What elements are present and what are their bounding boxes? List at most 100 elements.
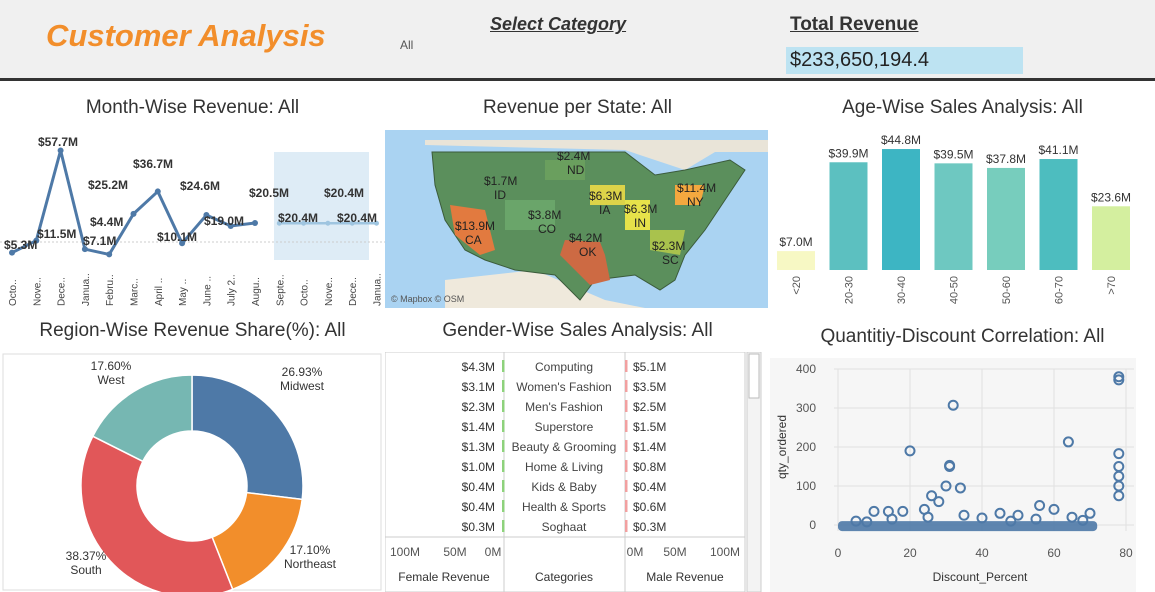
female-bar xyxy=(502,380,505,392)
map-state-co[interactable] xyxy=(505,200,555,230)
male-bar xyxy=(625,440,628,452)
age-bar xyxy=(1092,206,1130,270)
age-tick-label: 40-50 xyxy=(949,276,961,304)
age-sales-title: Age-Wise Sales Analysis: All xyxy=(842,97,1083,118)
data-point xyxy=(374,220,379,226)
male-axis-tick: 0M xyxy=(627,545,644,559)
age-bar xyxy=(882,149,920,270)
x-tick-label: July 2.. xyxy=(227,274,238,306)
data-point xyxy=(154,188,161,195)
data-point xyxy=(325,220,331,226)
map-state-sc[interactable] xyxy=(650,230,685,255)
female-value-label: $0.4M xyxy=(462,500,495,514)
male-bar xyxy=(625,420,628,432)
region-pct-label: 38.37% xyxy=(66,549,107,563)
map-state-ny[interactable] xyxy=(675,185,705,205)
male-bar xyxy=(625,500,628,512)
scatter-point xyxy=(904,445,916,457)
x-tick-label: 20 xyxy=(903,546,917,560)
age-sales-chart: $7.0M <20 $39.9M 20-30 $44.8M 30-40 $39.5M 40-5… xyxy=(777,133,1131,304)
gender-sales-title: Gender-Wise Sales Analysis: All xyxy=(442,320,713,341)
scatter-point xyxy=(897,505,909,517)
data-point xyxy=(179,240,186,247)
gender-scrollbar-thumb xyxy=(748,353,760,399)
region-slice xyxy=(91,374,193,463)
map-state-in[interactable] xyxy=(625,200,650,230)
scatter-point xyxy=(947,399,959,411)
category-label: Superstore xyxy=(535,420,594,434)
age-tick-label: 60-70 xyxy=(1054,276,1066,304)
data-label: $10.1M xyxy=(157,230,197,244)
data-label: $25.2M xyxy=(88,178,128,192)
male-bar xyxy=(625,360,628,372)
map-state-nd[interactable] xyxy=(545,160,585,180)
map-state-ia[interactable] xyxy=(590,185,625,205)
male-bar xyxy=(625,520,628,532)
female-value-label: $1.0M xyxy=(462,460,495,474)
region-name-label: West xyxy=(97,373,125,387)
category-label: Men's Fashion xyxy=(525,400,603,414)
category-filter-value[interactable]: All xyxy=(400,38,414,52)
x-tick-label: Febru.. xyxy=(105,274,116,306)
scatter-point xyxy=(861,516,873,528)
female-axis-tick: 100M xyxy=(390,545,420,559)
x-tick-label: Octo.. xyxy=(8,279,19,306)
age-bar-label: $41.1M xyxy=(1038,143,1078,157)
male-axis-tick: 50M xyxy=(663,545,686,559)
male-bar xyxy=(625,380,628,392)
data-point xyxy=(252,220,258,227)
male-value-label: $5.1M xyxy=(633,360,666,374)
map-state-label: ND xyxy=(567,163,585,177)
region-share-title: Region-Wise Revenue Share(%): All xyxy=(39,320,346,341)
quantity-discount-scatter: 0 100 200 300 400 0 20 40 60 80 Discount_Percent qt… xyxy=(770,358,1136,592)
data-point xyxy=(9,249,15,256)
category-label: Kids & Baby xyxy=(531,480,596,494)
age-tick-label: >70 xyxy=(1106,276,1118,295)
total-revenue-value: $233,650,194.4 xyxy=(786,47,1023,74)
age-tick-label: 20-30 xyxy=(844,276,856,304)
map-usa xyxy=(431,151,746,301)
map-value-label: $3.8M xyxy=(528,208,561,222)
scatter-point xyxy=(1030,513,1042,525)
region-pct-label: 17.60% xyxy=(91,359,132,373)
age-bar xyxy=(987,167,1025,270)
age-bar-label: $23.6M xyxy=(1091,190,1131,204)
scatter-point xyxy=(994,507,1006,519)
x-axis-title: Discount_Percent xyxy=(933,570,1028,584)
map-state-tx[interactable] xyxy=(560,240,610,285)
x-tick-label: Augu.. xyxy=(251,277,262,306)
region-pct-label: 26.93% xyxy=(282,365,323,379)
female-bar xyxy=(502,360,505,372)
map-canada xyxy=(425,140,768,170)
category-label: Home & Living xyxy=(525,460,603,474)
age-bar xyxy=(777,251,815,270)
gender-sales-chart: $4.3M Computing $5.1M $3.1M Women's Fashion $… xyxy=(385,352,762,592)
scatter-point xyxy=(1077,514,1089,526)
scatter-point xyxy=(944,461,956,472)
scatter-point xyxy=(1113,448,1125,460)
gender-scrollbar xyxy=(746,352,762,592)
female-value-label: $3.1M xyxy=(462,380,495,394)
month-revenue-chart: $5.3M$11.5M $57.7M $7.1M $4.4M $25.2M $36.7M $… xyxy=(0,135,385,306)
gender-chart-frame xyxy=(385,352,746,592)
data-point xyxy=(57,147,64,154)
y-tick-label: 100 xyxy=(796,479,816,493)
female-bar xyxy=(502,440,505,452)
dense-point-band xyxy=(838,521,1098,532)
map-state-ca[interactable] xyxy=(450,205,495,255)
region-name-label: Midwest xyxy=(280,379,325,393)
data-label: $7.1M xyxy=(83,234,116,248)
female-value-label: $0.3M xyxy=(462,520,495,534)
scatter-point xyxy=(1012,509,1024,521)
scatter-point xyxy=(954,482,966,494)
map-value-label: $13.9M xyxy=(455,219,495,233)
dashboard-header xyxy=(0,0,1155,81)
male-value-label: $3.5M xyxy=(633,380,666,394)
data-label: $20.4M xyxy=(278,211,318,225)
female-value-label: $2.3M xyxy=(462,400,495,414)
category-label: Beauty & Grooming xyxy=(512,440,617,454)
age-bar xyxy=(934,163,973,270)
female-axis-tick: 0M xyxy=(485,545,502,559)
map-state-label: CO xyxy=(538,222,556,236)
